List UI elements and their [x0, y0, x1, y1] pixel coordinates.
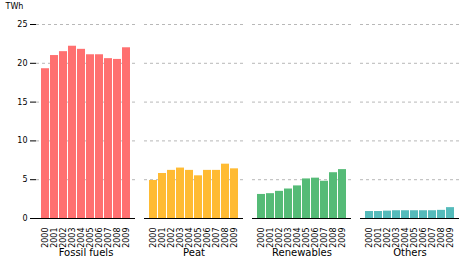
svg-text:2007: 2007	[104, 228, 113, 248]
svg-text:5: 5	[22, 175, 27, 184]
svg-text:2003: 2003	[176, 228, 185, 248]
svg-text:2001: 2001	[50, 228, 59, 248]
svg-text:2007: 2007	[320, 228, 329, 248]
svg-text:2004: 2004	[77, 228, 86, 248]
svg-text:2002: 2002	[383, 228, 392, 248]
svg-text:2007: 2007	[428, 228, 437, 248]
svg-text:2007: 2007	[212, 228, 221, 248]
svg-text:Others: Others	[393, 247, 427, 258]
svg-text:Renewables: Renewables	[272, 247, 332, 258]
svg-text:2006: 2006	[311, 228, 320, 248]
svg-text:2009: 2009	[122, 228, 131, 248]
svg-text:2003: 2003	[284, 228, 293, 248]
svg-text:20: 20	[17, 59, 27, 68]
svg-text:2001: 2001	[266, 228, 275, 248]
svg-text:2000: 2000	[257, 228, 266, 248]
svg-text:2005: 2005	[302, 228, 311, 248]
svg-text:0: 0	[22, 214, 27, 223]
svg-text:10: 10	[17, 136, 27, 145]
svg-text:2000: 2000	[365, 228, 374, 248]
svg-text:2004: 2004	[401, 228, 410, 248]
svg-text:2001: 2001	[158, 228, 167, 248]
svg-text:2006: 2006	[203, 228, 212, 248]
svg-text:2002: 2002	[275, 228, 284, 248]
svg-text:2008: 2008	[113, 228, 122, 248]
svg-text:2009: 2009	[446, 228, 455, 248]
svg-text:2005: 2005	[86, 228, 95, 248]
svg-text:2002: 2002	[59, 228, 68, 248]
svg-text:2001: 2001	[374, 228, 383, 248]
svg-text:2006: 2006	[419, 228, 428, 248]
svg-text:TWh: TWh	[5, 2, 24, 11]
svg-text:25: 25	[17, 20, 27, 29]
svg-text:2004: 2004	[293, 228, 302, 248]
svg-text:2005: 2005	[194, 228, 203, 248]
svg-text:2009: 2009	[230, 228, 239, 248]
svg-text:2006: 2006	[95, 228, 104, 248]
svg-text:2003: 2003	[68, 228, 77, 248]
svg-text:2008: 2008	[329, 228, 338, 248]
svg-text:2002: 2002	[167, 228, 176, 248]
svg-text:2000: 2000	[41, 228, 50, 248]
svg-text:Fossil fuels: Fossil fuels	[59, 247, 114, 258]
svg-text:2003: 2003	[392, 228, 401, 248]
svg-text:Peat: Peat	[183, 247, 205, 258]
svg-text:15: 15	[17, 98, 27, 107]
svg-text:2004: 2004	[185, 228, 194, 248]
svg-text:2008: 2008	[221, 228, 230, 248]
svg-text:2005: 2005	[410, 228, 419, 248]
svg-text:2000: 2000	[149, 228, 158, 248]
svg-text:2009: 2009	[338, 228, 347, 248]
svg-text:2008: 2008	[437, 228, 446, 248]
